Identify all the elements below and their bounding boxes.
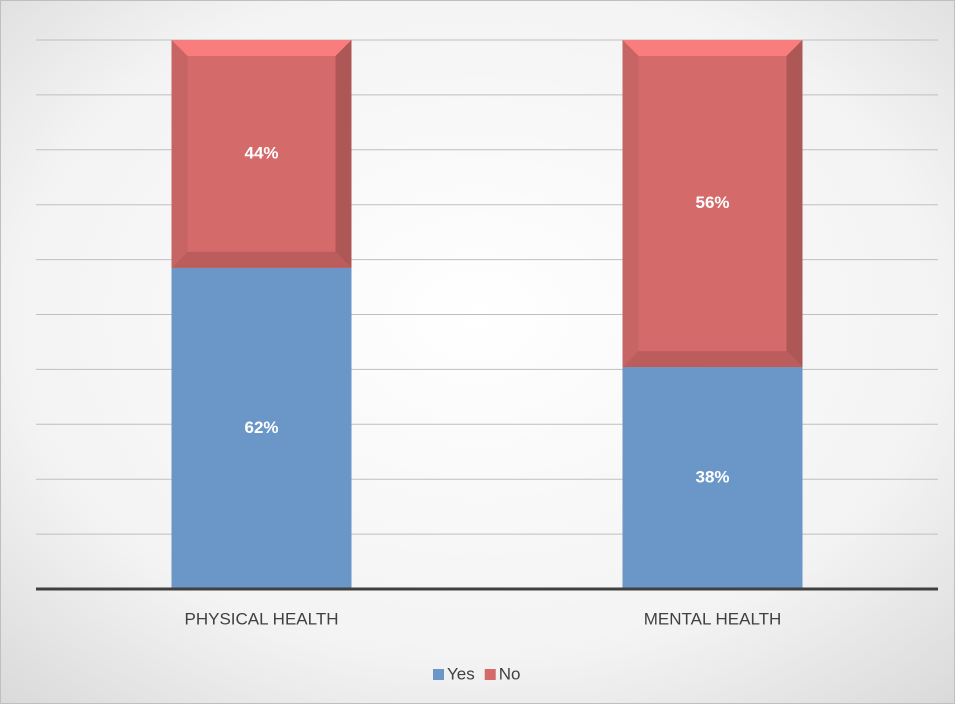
bar (171, 267, 352, 589)
legend-swatch (433, 669, 444, 680)
x-tick-label: MENTAL HEALTH (644, 609, 782, 628)
legend-swatch (484, 669, 496, 680)
bevel (171, 40, 188, 268)
bar-segment (622, 367, 803, 589)
x-tick-label: PHYSICAL HEALTH (185, 609, 339, 628)
bevel (622, 351, 803, 368)
legend-label: Yes (447, 664, 475, 683)
data-label: 44% (244, 143, 278, 162)
bar (622, 40, 803, 368)
bevel (622, 40, 803, 56)
data-label: 62% (244, 418, 278, 437)
bevel (171, 40, 352, 56)
bar-segment (171, 40, 352, 268)
bar (622, 367, 803, 589)
bevel (622, 40, 639, 368)
legend-label: No (499, 664, 521, 683)
data-label: 56% (695, 193, 729, 212)
data-label: 38% (695, 468, 729, 487)
bar (171, 40, 352, 268)
bar-segment (171, 267, 352, 589)
bar-segment (622, 40, 803, 368)
bevel (786, 40, 803, 368)
bevel (171, 251, 352, 268)
bevel (335, 40, 352, 268)
